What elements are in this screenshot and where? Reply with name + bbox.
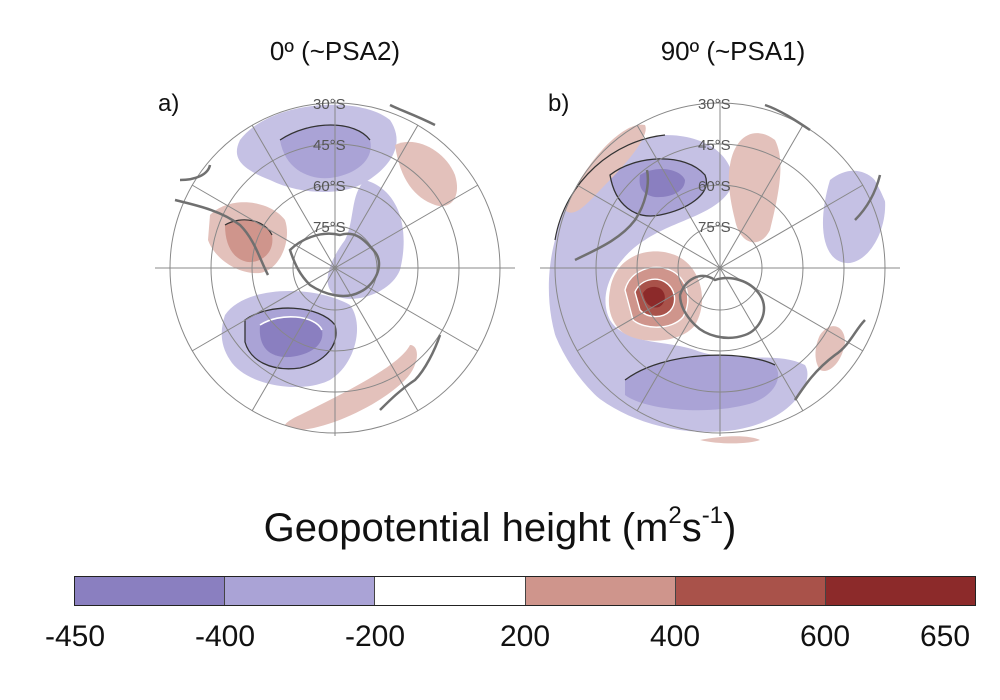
panel-b-label: b) [548, 90, 570, 117]
svg-text:45°S: 45°S [313, 137, 346, 154]
polar-map-a: 30°S 45°S 60°S 75°S [155, 96, 515, 436]
colorbar-segment [75, 577, 226, 605]
panel-a-label: a) [158, 90, 180, 117]
colorbar-segment [825, 577, 976, 605]
svg-text:30°S: 30°S [313, 96, 346, 113]
svg-text:75°S: 75°S [698, 219, 731, 236]
anomaly-fields-a [208, 104, 458, 431]
colorbar [74, 576, 976, 606]
colorbar-segment [525, 577, 676, 605]
anomaly-fields-b [548, 124, 886, 444]
polar-map-b: 30°S 45°S 60°S 75°S [540, 96, 900, 444]
coastlines-b [574, 103, 882, 401]
colorbar-segment [375, 577, 526, 605]
svg-text:75°S: 75°S [313, 219, 346, 236]
colorbar-tick: -400 [194, 620, 256, 653]
colorbar-segment [675, 577, 826, 605]
colorbar-tick: 650 [920, 620, 971, 653]
svg-text:30°S: 30°S [698, 96, 731, 113]
colorbar-tick: -450 [44, 620, 106, 653]
panel-a-title: 0º (~PSA2) [269, 36, 401, 66]
svg-text:60°S: 60°S [698, 178, 731, 195]
colorbar-tick: -200 [344, 620, 406, 653]
colorbar-tick: 400 [649, 620, 701, 653]
colorbar-tick: 600 [799, 620, 851, 653]
colorbar-title: Geopotential height (m2s-1) [263, 502, 737, 550]
svg-text:45°S: 45°S [698, 137, 731, 154]
coastlines-a [174, 103, 442, 411]
latitude-labels-a: 30°S 45°S 60°S 75°S [313, 96, 346, 236]
colorbar-tick: 200 [499, 620, 551, 653]
svg-text:60°S: 60°S [313, 178, 346, 195]
graticule-a [155, 100, 515, 436]
colorbar-segment [225, 577, 376, 605]
panel-b-title: 90º (~PSA1) [660, 36, 806, 66]
latitude-labels-b: 30°S 45°S 60°S 75°S [698, 96, 731, 236]
graticule-b [540, 100, 900, 436]
